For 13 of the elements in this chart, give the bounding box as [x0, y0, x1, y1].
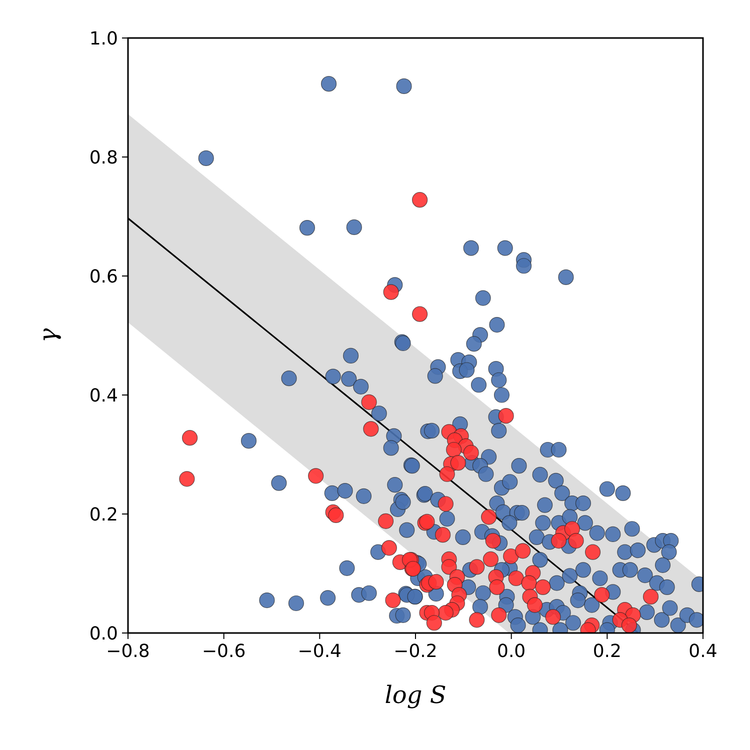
y-tick-label: 1.0: [89, 28, 118, 50]
y-tick-label: 0.6: [89, 266, 118, 288]
x-tick-label: 0.0: [497, 641, 526, 662]
x-tick-label: 0.4: [688, 641, 718, 662]
x-tick-label: −0.4: [298, 641, 342, 662]
y-tick-label: 0.8: [89, 147, 118, 168]
x-tick-label: −0.2: [394, 641, 438, 662]
y-axis-title: γ: [34, 328, 62, 343]
x-tick-label: 0.2: [592, 641, 622, 662]
y-tick-label: 0.2: [89, 504, 118, 526]
x-axis-title: log S: [384, 681, 446, 709]
y-tick-label: 0.4: [89, 385, 118, 406]
x-tick-label: −0.6: [202, 641, 246, 662]
